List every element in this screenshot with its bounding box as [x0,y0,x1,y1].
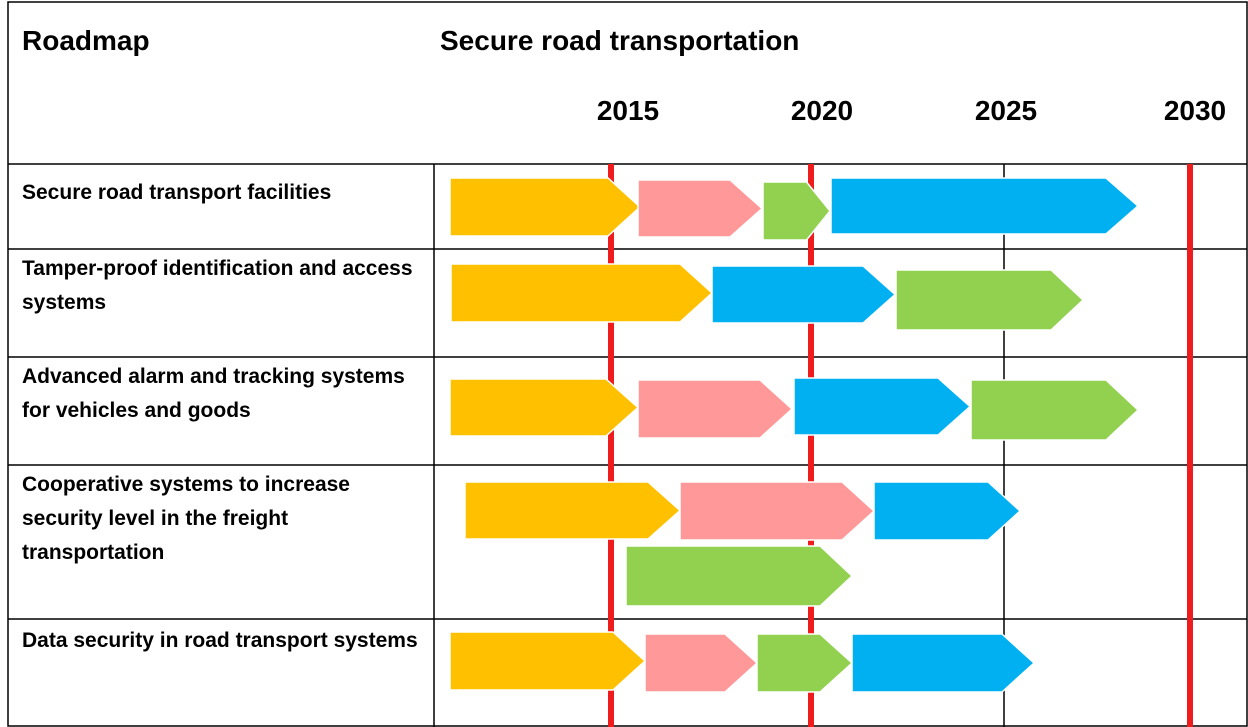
phase-arrow [756,633,854,693]
phase-arrow [873,481,1022,541]
phase-arrow [793,377,972,436]
phase-arrow [625,545,854,607]
phase-arrow [762,181,831,241]
phase-arrow [711,265,897,324]
phase-arrow [644,633,759,693]
year-label: 2025 [975,95,1037,126]
title: Roadmap [22,25,150,56]
phase-arrow [830,177,1140,235]
phase-arrow [449,177,642,237]
phase-arrow [851,633,1036,693]
phase-arrow [449,378,640,437]
phase-arrow [450,263,714,323]
row-label: Secure road transport facilities [22,181,332,204]
row-label: Advanced alarm and tracking systems for … [22,365,405,422]
year-label: 2020 [791,95,853,126]
phase-arrow [449,631,647,691]
phase-arrow [464,481,682,540]
year-label: 2015 [597,95,659,126]
phase-arrow [637,379,794,439]
row-label: Cooperative systems to increase security… [22,473,350,564]
table-border [7,1,1248,727]
phase-arrow [970,379,1140,441]
subtitle: Secure road transportation [440,25,799,56]
row-label: Tamper-proof identification and access s… [22,257,413,314]
phase-arrow [895,269,1085,331]
phase-arrow [637,179,764,238]
year-label: 2030 [1164,95,1226,126]
phase-arrow [679,481,876,541]
row-label: Data security in road transport systems [22,629,418,652]
